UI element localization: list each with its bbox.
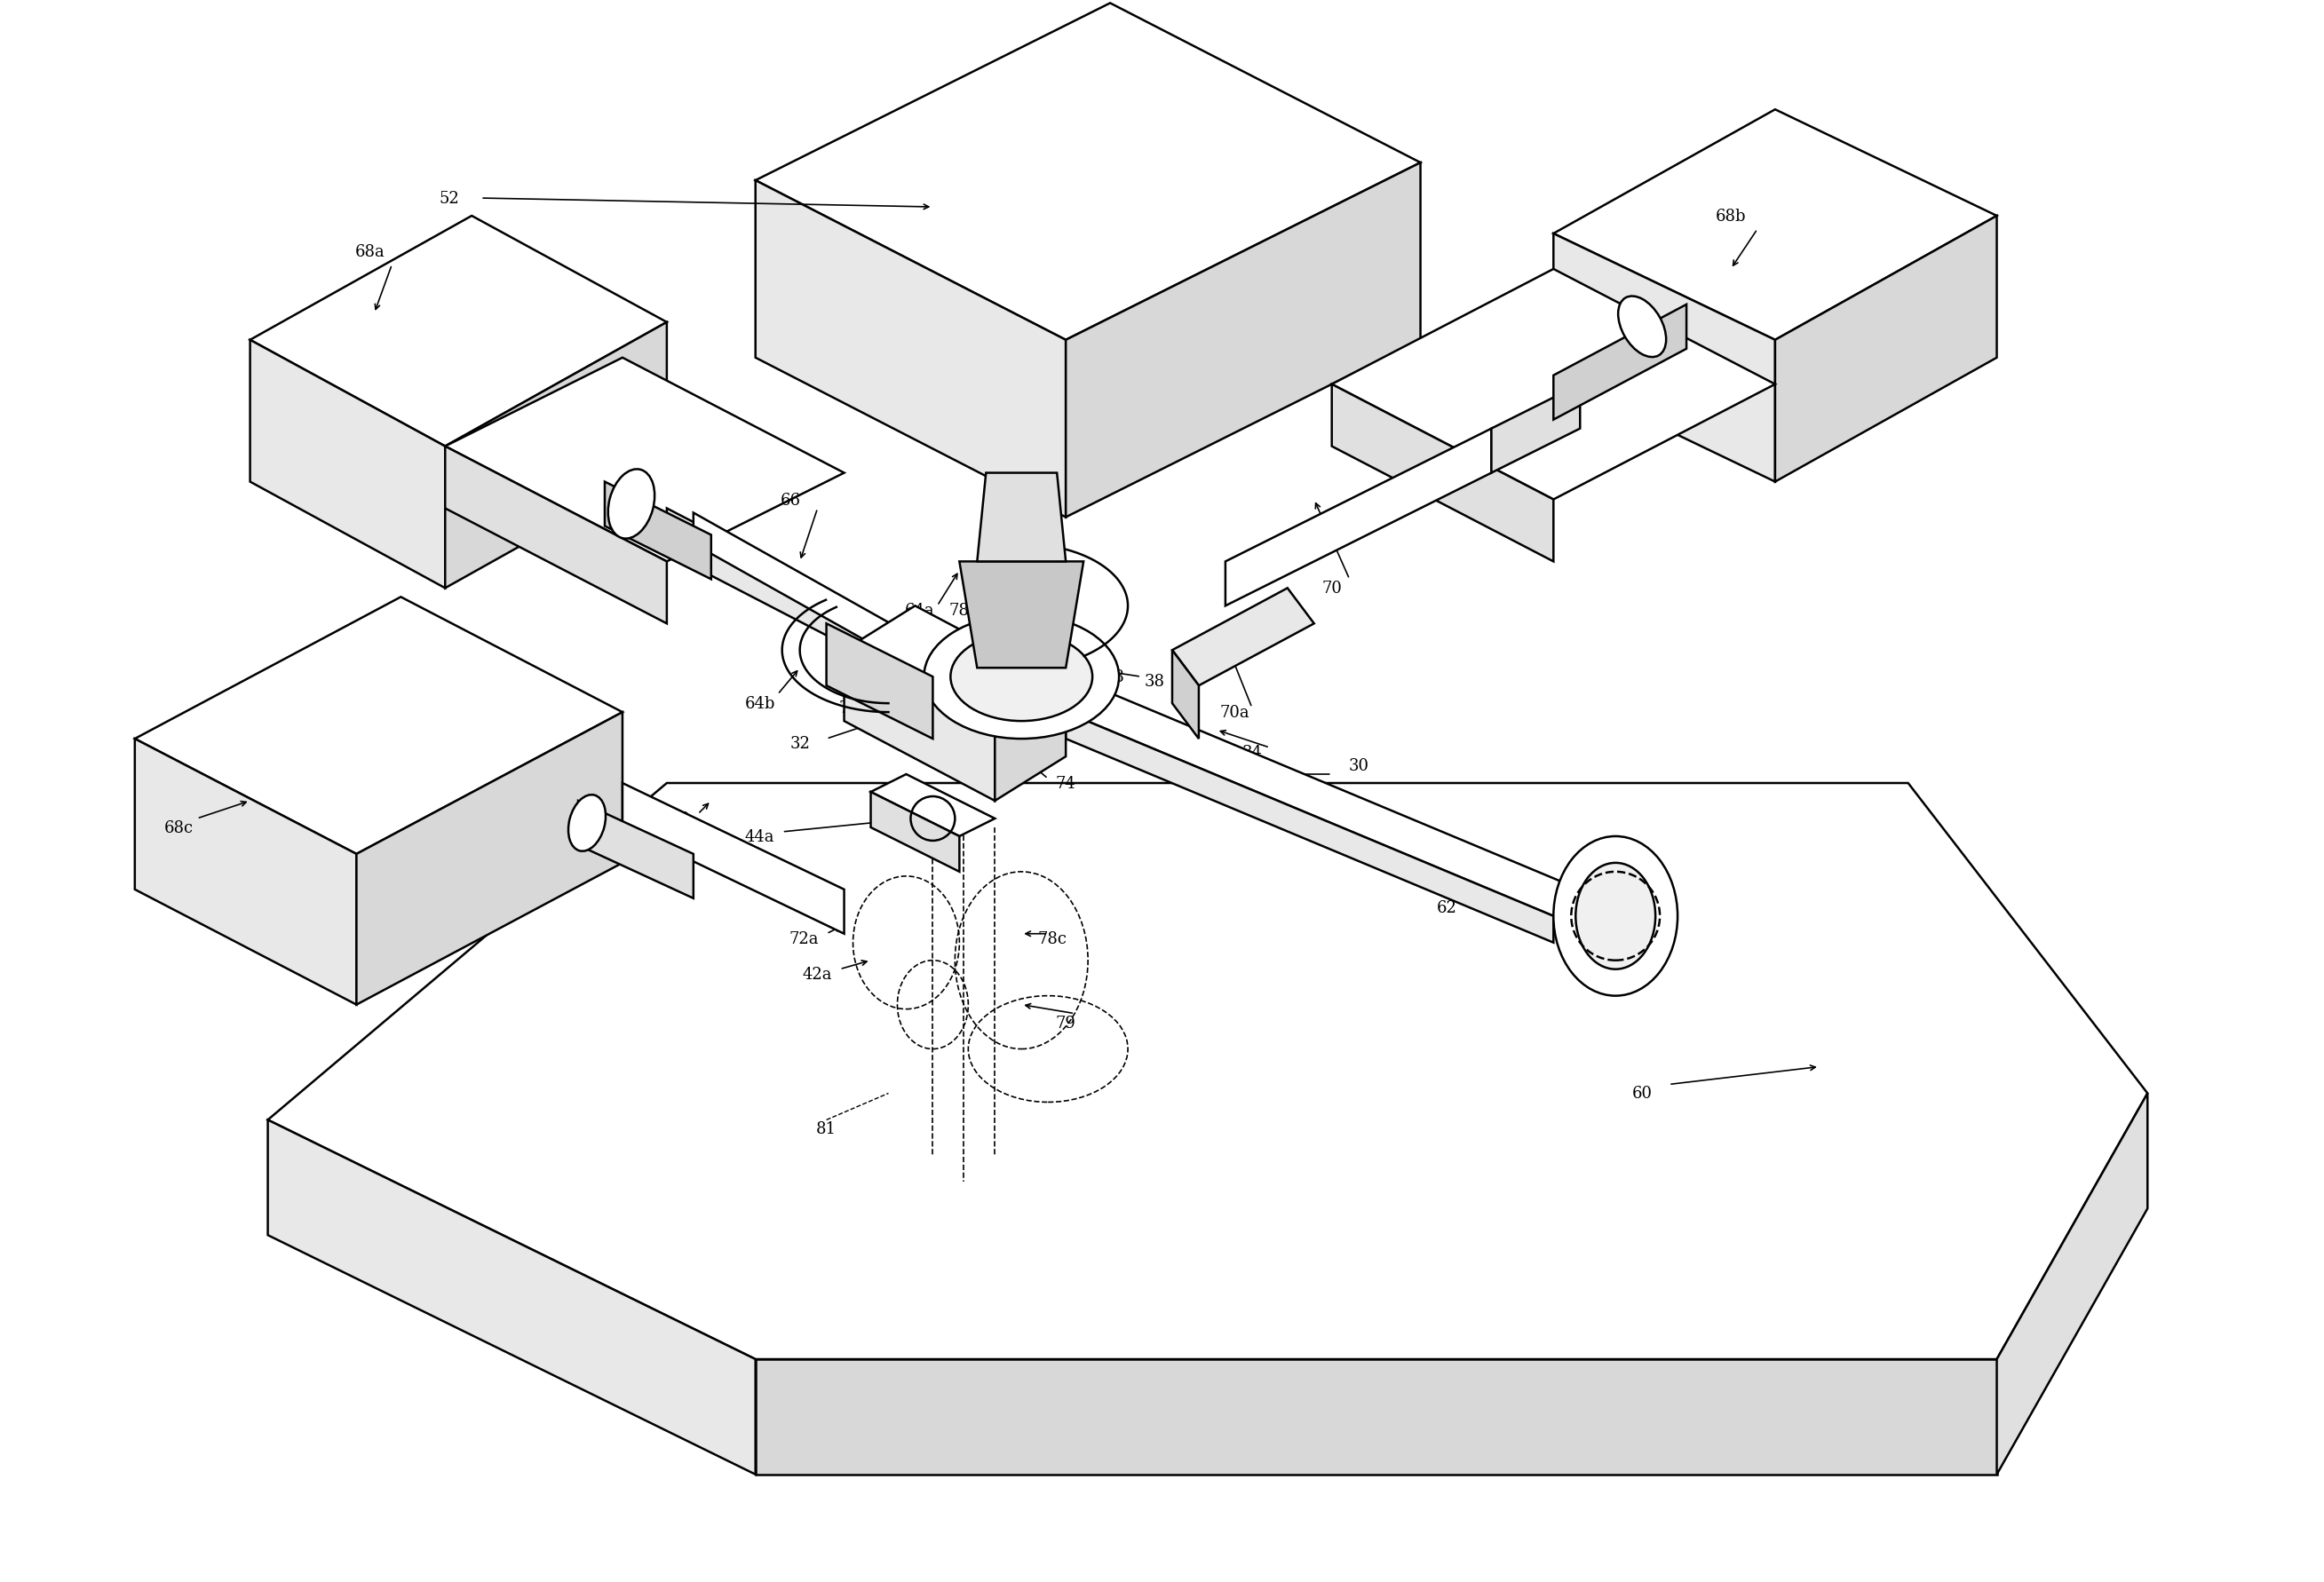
Polygon shape (976, 473, 1067, 562)
Polygon shape (1225, 429, 1492, 606)
Text: 64b: 64b (744, 696, 776, 712)
Ellipse shape (951, 633, 1092, 721)
Ellipse shape (925, 615, 1118, 739)
Text: 42a: 42a (802, 967, 832, 982)
Text: 70a: 70a (1220, 704, 1250, 720)
Polygon shape (755, 1359, 1996, 1474)
Polygon shape (872, 775, 995, 837)
Polygon shape (135, 598, 623, 854)
Polygon shape (135, 739, 356, 1005)
Polygon shape (1171, 650, 1199, 739)
Polygon shape (960, 562, 1083, 668)
Polygon shape (827, 623, 932, 739)
Text: 32: 32 (790, 736, 811, 751)
Polygon shape (251, 217, 667, 446)
Text: 62: 62 (1436, 900, 1457, 916)
Polygon shape (693, 513, 906, 664)
Polygon shape (995, 687, 1067, 800)
Ellipse shape (1552, 837, 1678, 997)
Polygon shape (604, 483, 711, 579)
Text: 70: 70 (1322, 581, 1341, 596)
Text: 78: 78 (1104, 669, 1125, 685)
Polygon shape (1776, 217, 1996, 483)
Text: 40: 40 (1601, 908, 1622, 924)
Text: 72: 72 (669, 812, 690, 827)
Text: 38: 38 (1143, 674, 1164, 690)
Polygon shape (251, 340, 446, 589)
Ellipse shape (1618, 297, 1666, 358)
Polygon shape (267, 1120, 755, 1474)
Polygon shape (1996, 1093, 2147, 1474)
Polygon shape (623, 783, 844, 933)
Ellipse shape (609, 470, 655, 539)
Text: 60: 60 (1631, 1085, 1652, 1101)
Polygon shape (446, 446, 667, 623)
Polygon shape (1492, 384, 1580, 473)
Text: 52: 52 (439, 191, 460, 207)
Polygon shape (844, 606, 1067, 731)
Text: 78a: 78a (948, 603, 978, 619)
Polygon shape (1067, 163, 1420, 517)
Polygon shape (755, 3, 1420, 340)
Text: 64a: 64a (904, 603, 934, 619)
Polygon shape (1171, 589, 1313, 687)
Polygon shape (667, 509, 906, 677)
Polygon shape (1552, 111, 1996, 340)
Text: 72a: 72a (790, 930, 818, 946)
Text: 81: 81 (816, 1122, 837, 1137)
Polygon shape (1332, 384, 1552, 562)
Text: 34: 34 (1241, 745, 1262, 761)
Text: 78c: 78c (1039, 930, 1067, 946)
Polygon shape (446, 323, 667, 589)
Ellipse shape (1576, 864, 1655, 970)
Text: 76: 76 (839, 701, 860, 717)
Text: 66: 66 (781, 492, 802, 508)
Text: 68a: 68a (356, 244, 386, 259)
Polygon shape (1067, 712, 1552, 943)
Text: 79: 79 (1055, 1014, 1076, 1030)
Text: 54: 54 (995, 603, 1013, 619)
Text: 68c: 68c (165, 819, 193, 835)
Polygon shape (579, 800, 693, 899)
Polygon shape (1332, 269, 1776, 500)
Polygon shape (872, 793, 960, 872)
Polygon shape (446, 358, 844, 562)
Polygon shape (976, 589, 1067, 650)
Polygon shape (1067, 687, 1580, 916)
Polygon shape (844, 650, 995, 800)
Text: 44a: 44a (746, 829, 774, 845)
Polygon shape (356, 712, 623, 1005)
Text: 74: 74 (1055, 775, 1076, 791)
Polygon shape (1552, 234, 1776, 483)
Polygon shape (1552, 305, 1687, 421)
Text: 68b: 68b (1715, 209, 1745, 225)
Text: 30: 30 (1348, 758, 1369, 774)
Ellipse shape (569, 796, 607, 851)
Polygon shape (267, 783, 2147, 1359)
Polygon shape (755, 180, 1067, 517)
